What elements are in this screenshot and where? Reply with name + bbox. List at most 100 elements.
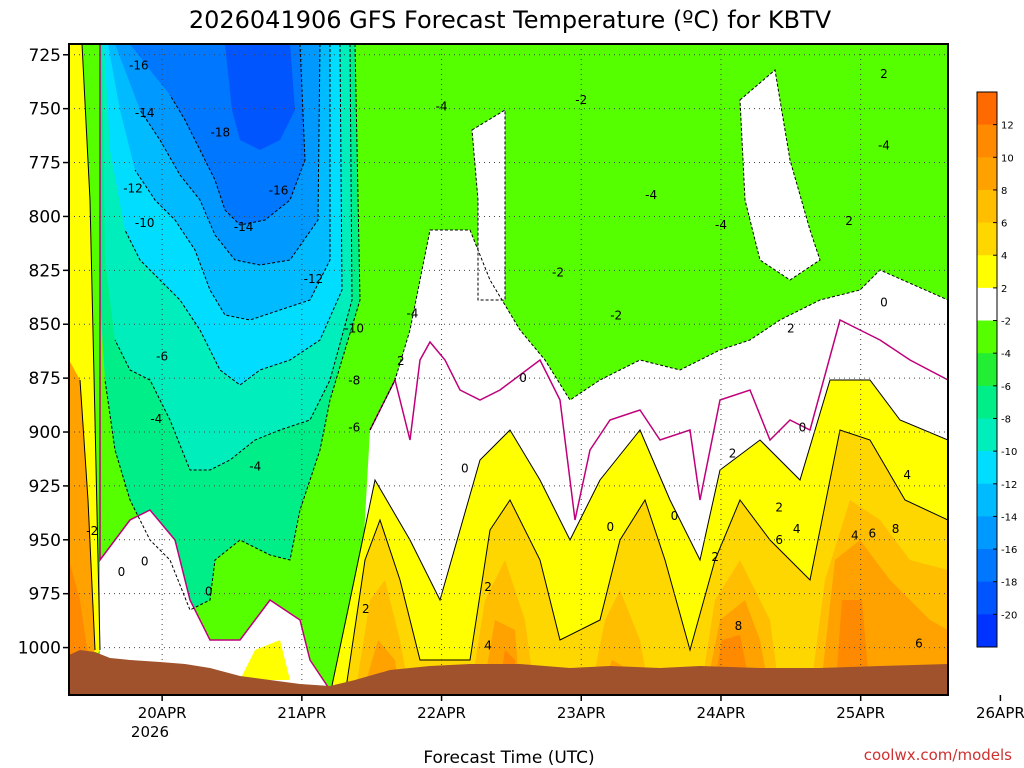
band-minus-18 — [225, 44, 295, 150]
colorbar-tick-label: -14 — [1001, 512, 1017, 523]
contour-label: 2 — [729, 447, 737, 461]
y-tick-label: 875 — [29, 369, 61, 389]
contour-label: 6 — [869, 526, 877, 540]
contour-label: 4 — [851, 528, 859, 542]
y-tick-label: 725 — [29, 46, 61, 66]
contour-label: 2 — [880, 67, 888, 81]
colorbar-tick-label: 8 — [1001, 186, 1007, 197]
contour-label: 2 — [775, 500, 783, 514]
colorbar: 12 10 8 6 4 2 -2 -4 -6 -8 -10 -12 -14 -16 -18 -20 — [976, 91, 1017, 648]
contour-lines — [79, 44, 948, 695]
band-minus-2-right — [740, 70, 820, 280]
band-0-to-2-small — [240, 640, 290, 680]
contour-label: 2 — [787, 322, 795, 336]
colorbar-tick-label: -12 — [1001, 480, 1017, 491]
contour-label: -16 — [269, 184, 289, 198]
colorbar-segment — [977, 320, 997, 354]
credit-text: coolwx.com/models — [864, 746, 1012, 764]
band-minus-2-upper — [472, 110, 505, 300]
contour-label: 0 — [880, 296, 888, 310]
x-tick-label: 20APR — [138, 704, 187, 722]
contour-label: -2 — [610, 309, 622, 323]
contour-label: -2 — [575, 93, 587, 107]
colorbar-segment — [977, 614, 997, 648]
x-tick-label: 23APR — [557, 704, 606, 722]
contour-label: -4 — [878, 138, 890, 152]
contour-label: 0 — [118, 565, 126, 579]
y-tick-label: 975 — [29, 585, 61, 605]
contour-label: -18 — [211, 125, 231, 139]
contour-label: -4 — [406, 306, 418, 320]
colorbar-tick-label: 12 — [1001, 121, 1014, 132]
contour-label: -4 — [436, 100, 448, 114]
y-tick-label: 825 — [29, 261, 61, 281]
contour-label: 8 — [735, 619, 743, 633]
contour-label: 8 — [892, 522, 900, 536]
colorbar-segment — [977, 92, 997, 126]
contour-label: -4 — [715, 218, 727, 232]
contour-label: 4 — [903, 468, 911, 482]
y-tick-label: 950 — [29, 531, 61, 551]
contour-label: 0 — [671, 509, 679, 523]
y-tick-label: 750 — [29, 100, 61, 120]
contour-label: -6 — [348, 421, 360, 435]
contour-label: 6 — [775, 533, 783, 547]
contour-label: 4 — [484, 638, 492, 652]
colorbar-segment — [977, 581, 997, 615]
colorbar-tick-label: -4 — [1001, 349, 1011, 360]
contour-label: -6 — [156, 350, 168, 364]
x-tick-label: 25APR — [836, 704, 885, 722]
y-tick-label: 1000 — [18, 639, 61, 659]
terrain — [69, 650, 948, 695]
contour-label: -14 — [135, 106, 155, 120]
band-left-hot — [69, 560, 88, 680]
colorbar-tick-label: 10 — [1001, 153, 1014, 164]
contour-label: -10 — [344, 322, 364, 336]
colorbar-tick-label: 4 — [1001, 251, 1007, 262]
colorbar-segment — [977, 549, 997, 583]
y-tick-label: 925 — [29, 477, 61, 497]
plot-fill — [69, 44, 948, 695]
contour-label: 0 — [607, 520, 615, 534]
colorbar-segment — [977, 222, 997, 256]
colorbar-segment — [977, 483, 997, 517]
contour-label: -2 — [86, 524, 98, 538]
colorbar-segment — [977, 124, 997, 158]
contour-label: 0 — [799, 421, 807, 435]
x-tick-label: 22APR — [417, 704, 466, 722]
colorbar-segment — [977, 353, 997, 387]
colorbar-tick-label: -18 — [1001, 578, 1017, 589]
contour-label: 2 — [845, 214, 853, 228]
colorbar-segment — [977, 451, 997, 485]
x-axis: 20APR 21APR 22APR 23APR 24APR 25APR 26APR — [138, 695, 1024, 722]
colorbar-tick-label: -10 — [1001, 447, 1017, 458]
y-tick-label: 800 — [29, 207, 61, 227]
contour-label: -4 — [249, 460, 261, 474]
colorbar-segment — [977, 255, 997, 289]
contour-label: -16 — [129, 59, 149, 73]
contour-label: -12 — [123, 181, 143, 195]
contour-label: 6 — [915, 636, 923, 650]
colorbar-segment — [977, 418, 997, 452]
contour-label: -10 — [135, 216, 155, 230]
colorbar-tick-label: 2 — [1001, 284, 1007, 295]
colorbar-tick-label: -6 — [1001, 382, 1011, 393]
contour-label: 0 — [519, 371, 527, 385]
colorbar-tick-label: -20 — [1001, 610, 1017, 621]
colorbar-frame — [976, 91, 998, 648]
contour-label: 0 — [205, 585, 213, 599]
x-tick-label: 26APR — [976, 704, 1024, 722]
colorbar-tick-label: -16 — [1001, 545, 1017, 556]
colorbar-segment — [977, 385, 997, 419]
contour-label: 2 — [484, 580, 492, 594]
contour-label: -12 — [304, 272, 324, 286]
colorbar-segment — [977, 516, 997, 550]
plot-frame — [68, 43, 949, 696]
x-axis-year: 2026 — [131, 723, 169, 741]
y-tick-label: 775 — [29, 154, 61, 174]
y-tick-label: 900 — [29, 423, 61, 443]
contour-label: -14 — [234, 220, 254, 234]
contour-label: -8 — [348, 373, 360, 387]
contour-label: -2 — [552, 265, 564, 279]
